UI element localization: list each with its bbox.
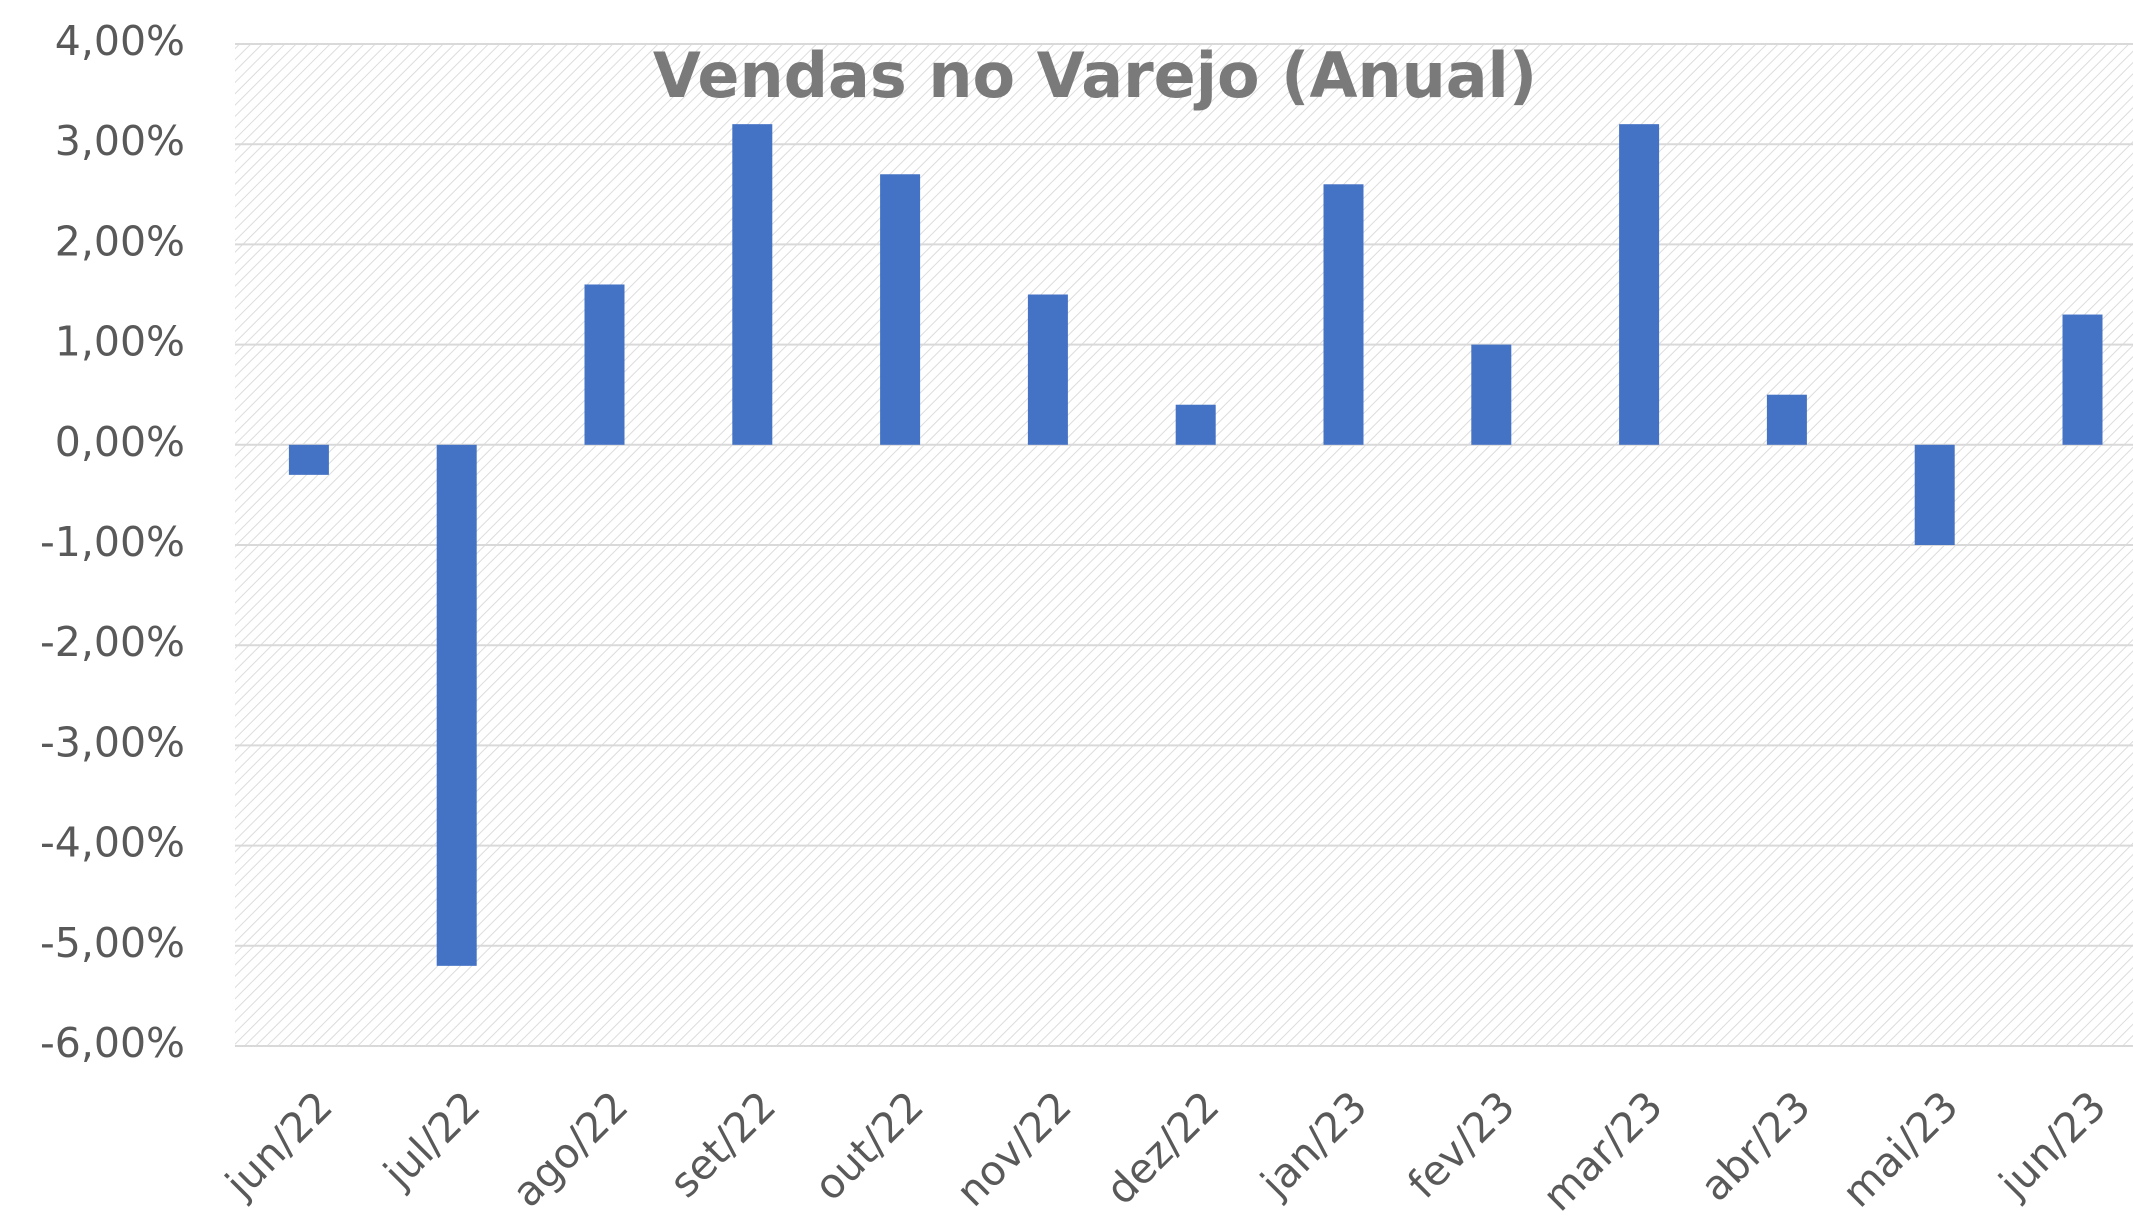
x-tick-label: jan/23 — [1251, 1082, 1377, 1208]
x-tick-label: dez/22 — [1096, 1082, 1228, 1214]
chart-title: Vendas no Varejo (Anual) — [653, 39, 1537, 112]
bar — [732, 124, 773, 445]
bar — [584, 284, 625, 445]
bar — [1027, 294, 1068, 445]
x-tick-label: abr/23 — [1691, 1082, 1820, 1211]
bar — [1323, 184, 1364, 445]
bar — [288, 444, 329, 475]
y-tick-label: -1,00% — [40, 518, 185, 566]
x-tick-label: jun/22 — [216, 1082, 342, 1208]
y-tick-label: 4,00% — [55, 17, 185, 65]
x-tick-label: out/22 — [805, 1082, 933, 1210]
y-tick-label: 0,00% — [55, 418, 185, 466]
y-tick-label: -2,00% — [40, 618, 185, 666]
bar — [1914, 444, 1955, 545]
x-tick-label: mai/23 — [1833, 1082, 1968, 1217]
y-tick-label: -6,00% — [40, 1019, 185, 1067]
y-tick-label: 2,00% — [55, 217, 185, 265]
bar — [2062, 314, 2103, 445]
bar — [1619, 124, 1660, 445]
x-tick-label: jul/22 — [374, 1082, 490, 1198]
y-tick-label: -3,00% — [40, 718, 185, 766]
y-tick-label: 1,00% — [55, 318, 185, 366]
y-tick-label: -5,00% — [40, 919, 185, 967]
x-tick-label: ago/22 — [503, 1082, 638, 1217]
y-tick-label: -4,00% — [40, 819, 185, 867]
x-tick-label: fev/23 — [1398, 1082, 1524, 1208]
x-tick-label: set/22 — [660, 1082, 785, 1207]
y-tick-label: 3,00% — [55, 117, 185, 165]
x-tick-label: mar/23 — [1533, 1082, 1672, 1221]
bar — [1766, 394, 1807, 445]
bar — [1471, 344, 1512, 445]
bar — [880, 174, 921, 445]
bar — [1175, 404, 1216, 445]
x-tick-label: jun/23 — [1989, 1082, 2115, 1208]
x-tick-label: nov/22 — [947, 1082, 1081, 1216]
bar — [436, 444, 477, 966]
